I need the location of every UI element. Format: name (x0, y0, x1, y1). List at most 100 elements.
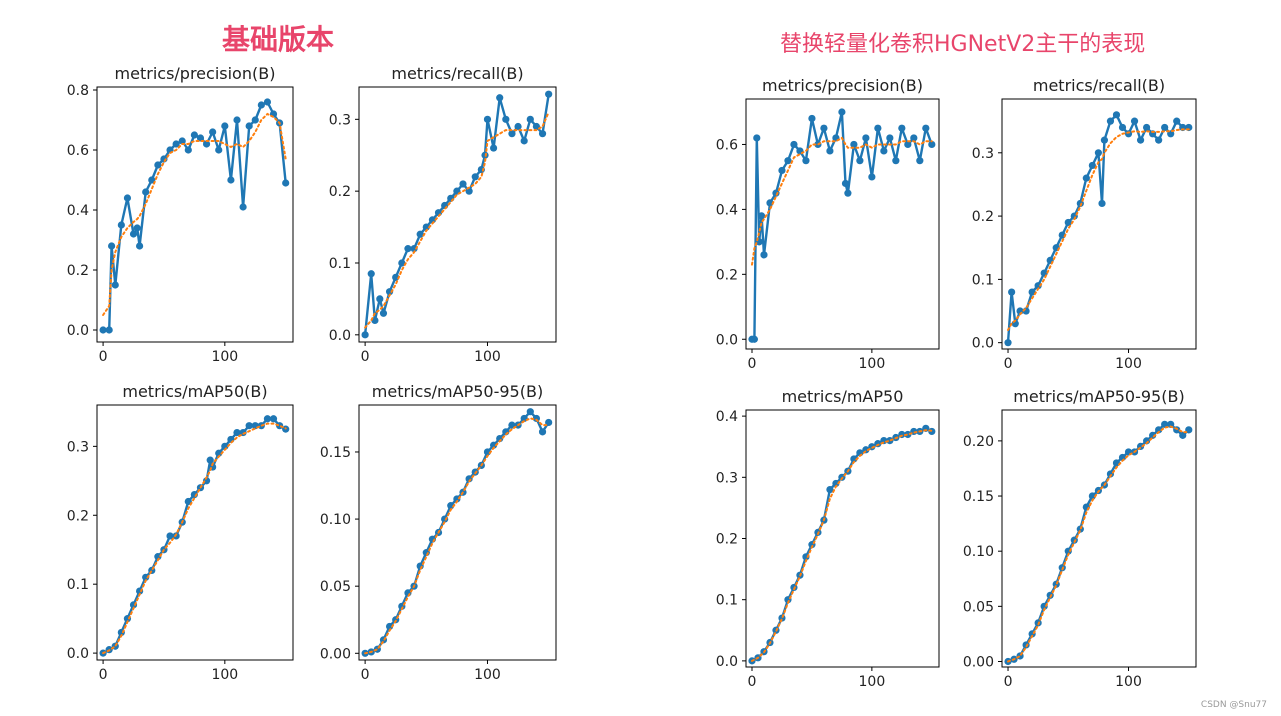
series-point (416, 230, 424, 238)
series-point (206, 456, 214, 464)
y-tick-label: 0.6 (67, 143, 89, 159)
series-point (1098, 199, 1106, 208)
series-point (376, 295, 384, 303)
y-tick-label: 0.00 (963, 654, 994, 670)
chart-right-6: metrics/mAP50 0 100 0.0 0.1 0.2 0.3 0.4 (716, 387, 940, 690)
series-point (404, 245, 412, 253)
series-point (483, 115, 492, 123)
series-point (196, 134, 205, 142)
series-point (1008, 288, 1016, 296)
series-point (142, 188, 150, 196)
heading-hgnetv2: 替换轻量化卷积HGNetV2主干的表现 (780, 32, 1146, 57)
chart-title: metrics/mAP50(B) (122, 382, 267, 401)
y-tick-label: 0.1 (716, 593, 738, 609)
series-point (1124, 130, 1133, 138)
y-tick-label: 0.1 (972, 272, 994, 288)
x-tick-label: 100 (474, 667, 501, 683)
series-point (760, 251, 768, 259)
smooth-line (1007, 425, 1190, 663)
series-point (471, 173, 479, 181)
series-point (385, 622, 394, 631)
series-point (898, 124, 906, 132)
series-point (178, 137, 186, 145)
series-point (215, 146, 223, 154)
series-point (1064, 218, 1072, 227)
series-point (227, 176, 235, 184)
series-point (282, 179, 290, 187)
series-point (99, 326, 107, 334)
chart-left-0: metrics/precision(B) 0 100 0.0 0.2 0.4 0.6 0.8 (67, 64, 294, 365)
y-tick-label: 0.2 (716, 267, 738, 283)
series-point (1130, 117, 1139, 125)
series-point (841, 179, 850, 188)
series-point (367, 270, 375, 278)
series-point (526, 408, 534, 416)
series-point (1004, 339, 1012, 347)
series-point (1161, 123, 1169, 132)
series-point (489, 441, 498, 449)
series-point (263, 98, 272, 106)
series-point (379, 309, 388, 317)
series-point (245, 422, 253, 430)
x-tick-label: 100 (1115, 674, 1142, 690)
series-point (904, 140, 912, 149)
series-point (184, 497, 192, 506)
series-point (545, 418, 553, 427)
x-tick-label: 100 (211, 349, 238, 365)
y-tick-label: 0.2 (67, 263, 89, 279)
x-tick-label: 0 (1004, 356, 1013, 372)
y-tick-label: 0.05 (320, 579, 351, 595)
series-point (868, 173, 876, 181)
series-point (874, 124, 882, 132)
chart-title: metrics/recall(B) (1033, 76, 1165, 95)
series-point (1034, 282, 1042, 290)
y-tick-label: 0.1 (67, 577, 89, 593)
series-point (514, 122, 522, 131)
series-point (1142, 123, 1151, 132)
series-point (538, 428, 547, 436)
series-point (184, 146, 192, 154)
series-point (802, 157, 810, 165)
y-tick-label: 0.4 (716, 409, 738, 425)
x-tick-label: 100 (211, 667, 238, 683)
y-tick-label: 0.15 (320, 445, 351, 461)
series-point (928, 140, 936, 149)
series-point (1155, 426, 1163, 434)
y-tick-label: 0.2 (67, 508, 89, 524)
series-point (778, 166, 786, 175)
series-point (111, 281, 119, 289)
chart-right-7: metrics/mAP50-95(B) 0 100 0.00 0.05 0.10 0.15 0… (963, 387, 1197, 690)
series-point (808, 114, 816, 123)
series-point (1100, 136, 1109, 144)
chart-right-5: metrics/recall(B) 0 100 0.0 0.1 0.2 0.3 (972, 76, 1197, 372)
series-point (750, 335, 758, 343)
series-point (826, 485, 834, 494)
chart-left-3: metrics/mAP50-95(B) 0 100 0.00 0.05 0.10 0.15 (320, 382, 557, 683)
series-point (520, 137, 528, 145)
series-point (422, 223, 430, 231)
y-tick-label: 0.8 (67, 83, 89, 99)
series-point (1118, 123, 1127, 132)
chart-title: metrics/mAP50-95(B) (1013, 387, 1184, 406)
series-point (886, 134, 894, 142)
series-point (251, 116, 259, 124)
y-tick-label: 0.3 (716, 470, 738, 486)
chart-title: metrics/precision(B) (115, 64, 276, 83)
series-point (245, 122, 253, 130)
series-point (1173, 117, 1181, 125)
chart-title: metrics/recall(B) (391, 64, 523, 83)
series-point (1094, 149, 1102, 157)
series-point (508, 130, 516, 138)
series-point (856, 157, 864, 165)
smooth-line (364, 417, 550, 655)
y-tick-label: 0.2 (329, 184, 351, 200)
series-point (820, 124, 828, 132)
series-point (105, 326, 113, 334)
series-point (257, 101, 265, 109)
series-point (459, 180, 467, 188)
y-tick-label: 0.0 (716, 654, 738, 670)
chart-title: metrics/precision(B) (762, 76, 923, 95)
series-point (916, 157, 924, 165)
chart-left-1: metrics/recall(B) 0 100 0.0 0.1 0.2 0.3 (329, 64, 557, 365)
